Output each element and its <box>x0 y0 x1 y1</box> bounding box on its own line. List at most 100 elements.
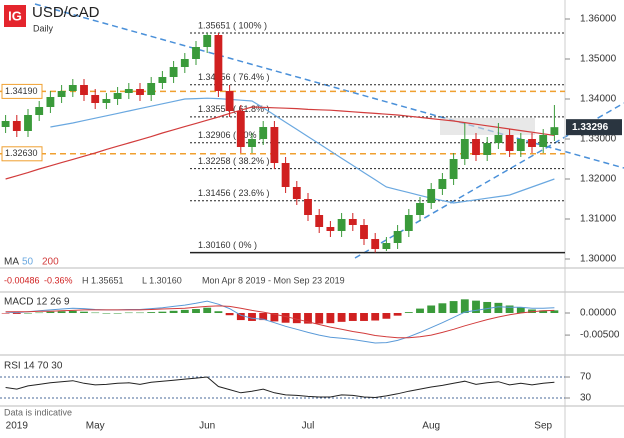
candle-body <box>382 243 391 249</box>
subtitle: Daily <box>33 23 54 33</box>
histogram-bar <box>68 310 77 314</box>
histogram-bar <box>57 311 66 314</box>
level-label: 1.34190 <box>5 86 38 96</box>
histogram-bar <box>304 313 312 324</box>
histogram-bar <box>550 310 559 314</box>
candle-body <box>270 127 279 163</box>
info-text: -0.36% <box>44 275 73 285</box>
moving-average <box>50 97 555 204</box>
histogram-bar <box>24 313 32 314</box>
candle-body <box>102 99 111 103</box>
histogram-bar <box>360 313 368 321</box>
candle-body <box>371 239 380 249</box>
candle-body <box>326 227 335 231</box>
candle-body <box>203 35 212 47</box>
fib-label: 1.35651 ( 100% ) <box>198 20 267 30</box>
histogram-bar <box>539 310 548 314</box>
candle-body <box>259 127 268 139</box>
rsi-line <box>5 376 555 399</box>
fib-label: 1.31456 ( 23.6% ) <box>198 188 270 198</box>
candle-body <box>348 219 357 225</box>
histogram-bar <box>236 313 245 321</box>
candle-body <box>528 139 536 147</box>
histogram-bar <box>460 299 469 314</box>
y-tick-label: 30 <box>580 393 592 404</box>
histogram-bar <box>136 312 144 314</box>
candle-body <box>225 91 234 111</box>
histogram-bar <box>91 312 100 314</box>
histogram-bar <box>225 313 234 316</box>
histogram-bar <box>259 313 268 321</box>
histogram-bar <box>12 313 21 314</box>
histogram-bar <box>438 303 447 314</box>
y-tick-label: 1.32000 <box>580 174 617 185</box>
histogram-bar <box>472 300 480 314</box>
histogram-bar <box>315 313 324 324</box>
histogram-bar <box>113 313 122 314</box>
candle-body <box>449 159 458 179</box>
fib-label: 1.30160 ( 0% ) <box>198 240 257 250</box>
legend-entry: 50 <box>22 257 34 268</box>
histogram-bar <box>404 312 413 314</box>
x-tick-label: Sep <box>534 421 552 432</box>
candle-body <box>113 93 122 99</box>
histogram-bar <box>80 311 88 314</box>
histogram-bar <box>393 313 402 316</box>
candle-body <box>147 83 156 95</box>
histogram-bar <box>516 307 525 314</box>
candle-body <box>158 77 167 83</box>
candle-body <box>192 47 200 59</box>
title: USD/CAD <box>32 4 100 21</box>
fib-label-bg <box>196 239 274 251</box>
fib-label-bg <box>196 19 274 31</box>
histogram-bar <box>449 301 458 314</box>
macd-line <box>5 305 555 339</box>
histogram-bar <box>248 313 256 321</box>
candle-body <box>214 35 223 91</box>
histogram-bar <box>46 311 55 314</box>
histogram-bar <box>427 305 436 314</box>
candle-body <box>68 85 77 91</box>
level-label-box <box>1 146 43 162</box>
trendline <box>34 3 624 169</box>
candle-body <box>12 121 21 131</box>
candle-body <box>80 85 88 95</box>
candle-body <box>472 139 480 155</box>
candle-body <box>337 219 346 231</box>
fib-label-bg <box>196 155 274 167</box>
candle-body <box>516 139 525 151</box>
candle-body <box>505 135 514 151</box>
candle-body <box>304 199 312 215</box>
logo-box <box>4 5 26 27</box>
candle-body <box>180 59 189 67</box>
candle-body <box>404 215 413 231</box>
y-tick-label: 70 <box>580 372 592 383</box>
level-label-box <box>1 83 43 99</box>
histogram-bar <box>337 313 346 322</box>
candle-body <box>427 189 436 203</box>
fib-label: 1.32906 ( 50% ) <box>198 130 262 140</box>
histogram-bar <box>158 311 167 314</box>
info-text: -0.00486 <box>4 275 40 285</box>
candle-body <box>91 95 100 103</box>
histogram-bar <box>270 313 279 322</box>
candle-body <box>281 163 290 187</box>
histogram-bar <box>35 312 44 314</box>
candle-body <box>393 231 402 243</box>
y-tick-label: 1.34000 <box>580 94 617 105</box>
y-tick-label: 1.31000 <box>580 214 617 225</box>
candle-body <box>438 179 447 189</box>
histogram-bar <box>326 313 335 324</box>
fib-label: 1.34356 ( 76.4% ) <box>198 72 270 82</box>
histogram-bar <box>124 312 133 314</box>
fib-label-bg <box>196 187 274 199</box>
candle-body <box>460 139 469 159</box>
candle-body <box>57 91 66 97</box>
candle-body <box>1 121 10 127</box>
candle-body <box>315 215 324 227</box>
candle-body <box>494 135 503 143</box>
histogram-bar <box>102 313 111 314</box>
footer: Data is indicative <box>4 407 72 417</box>
histogram-bar <box>281 313 290 323</box>
candle-body <box>169 67 178 77</box>
